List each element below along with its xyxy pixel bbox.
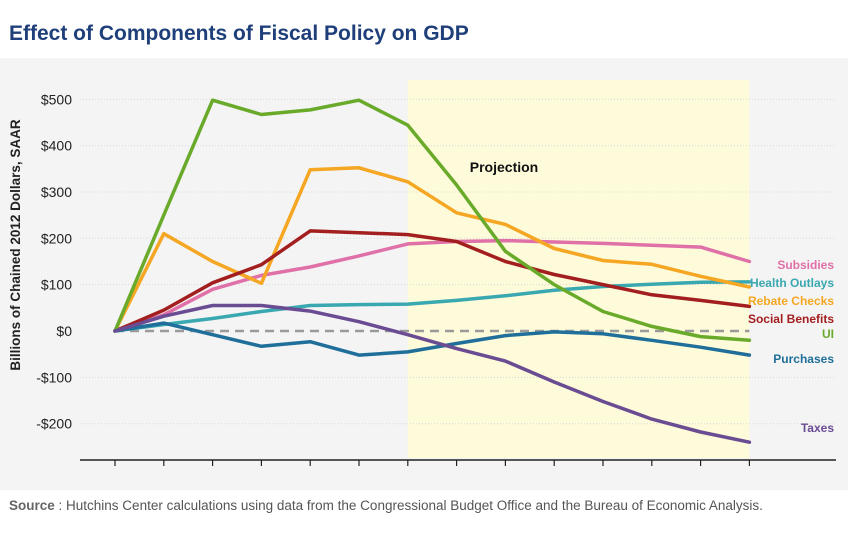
series-label-subsidies: Subsidies: [777, 258, 834, 272]
series-line-taxes: [113, 303, 752, 444]
y-tick-label: $500: [41, 91, 72, 107]
y-tick-label: $300: [41, 184, 72, 200]
projection-label: Projection: [470, 159, 538, 175]
projection-shade: [407, 80, 750, 458]
series-lines: [113, 98, 752, 444]
x-axis: [80, 459, 836, 466]
y-tick-label: -$100: [36, 369, 72, 385]
series-label-taxes: Taxes: [801, 421, 834, 435]
y-tick-label: $0: [56, 323, 72, 339]
series-label-rebate-checks: Rebate Checks: [748, 294, 834, 308]
series-line-social-benefits: [113, 229, 752, 333]
series-labels: Subsidies Health Outlays Rebate Checks Soci…: [748, 258, 834, 435]
y-tick-label: -$200: [36, 416, 72, 432]
source-note: Source : Hutchins Center calculations us…: [9, 497, 829, 514]
y-axis-ticks: $500 $400 $300 $200 $100 $0 -$100 -$200: [36, 91, 72, 431]
series-line-subsidies: [113, 238, 752, 333]
series-label-social-benefits: Social Benefits: [748, 312, 834, 326]
series-line-ui: [113, 98, 752, 343]
chart-title: Effect of Components of Fiscal Policy on…: [9, 22, 469, 45]
series-label-health-outlays: Health Outlays: [750, 276, 834, 290]
source-text: : Hutchins Center calculations using dat…: [54, 498, 763, 513]
y-tick-label: $100: [41, 277, 72, 293]
series-line-rebate-checks: [113, 166, 752, 333]
series-label-purchases: Purchases: [773, 352, 834, 366]
gridlines: [80, 98, 836, 425]
series-line-health-outlays: [113, 280, 752, 333]
y-tick-label: $200: [41, 230, 72, 246]
y-tick-label: $400: [41, 138, 72, 154]
series-line-purchases: [113, 321, 752, 357]
source-label: Source: [9, 498, 55, 513]
y-axis-label: Billions of Chained 2012 Dollars, SAAR: [8, 119, 23, 371]
projection-region: [407, 80, 750, 458]
series-label-ui: UI: [822, 327, 834, 341]
